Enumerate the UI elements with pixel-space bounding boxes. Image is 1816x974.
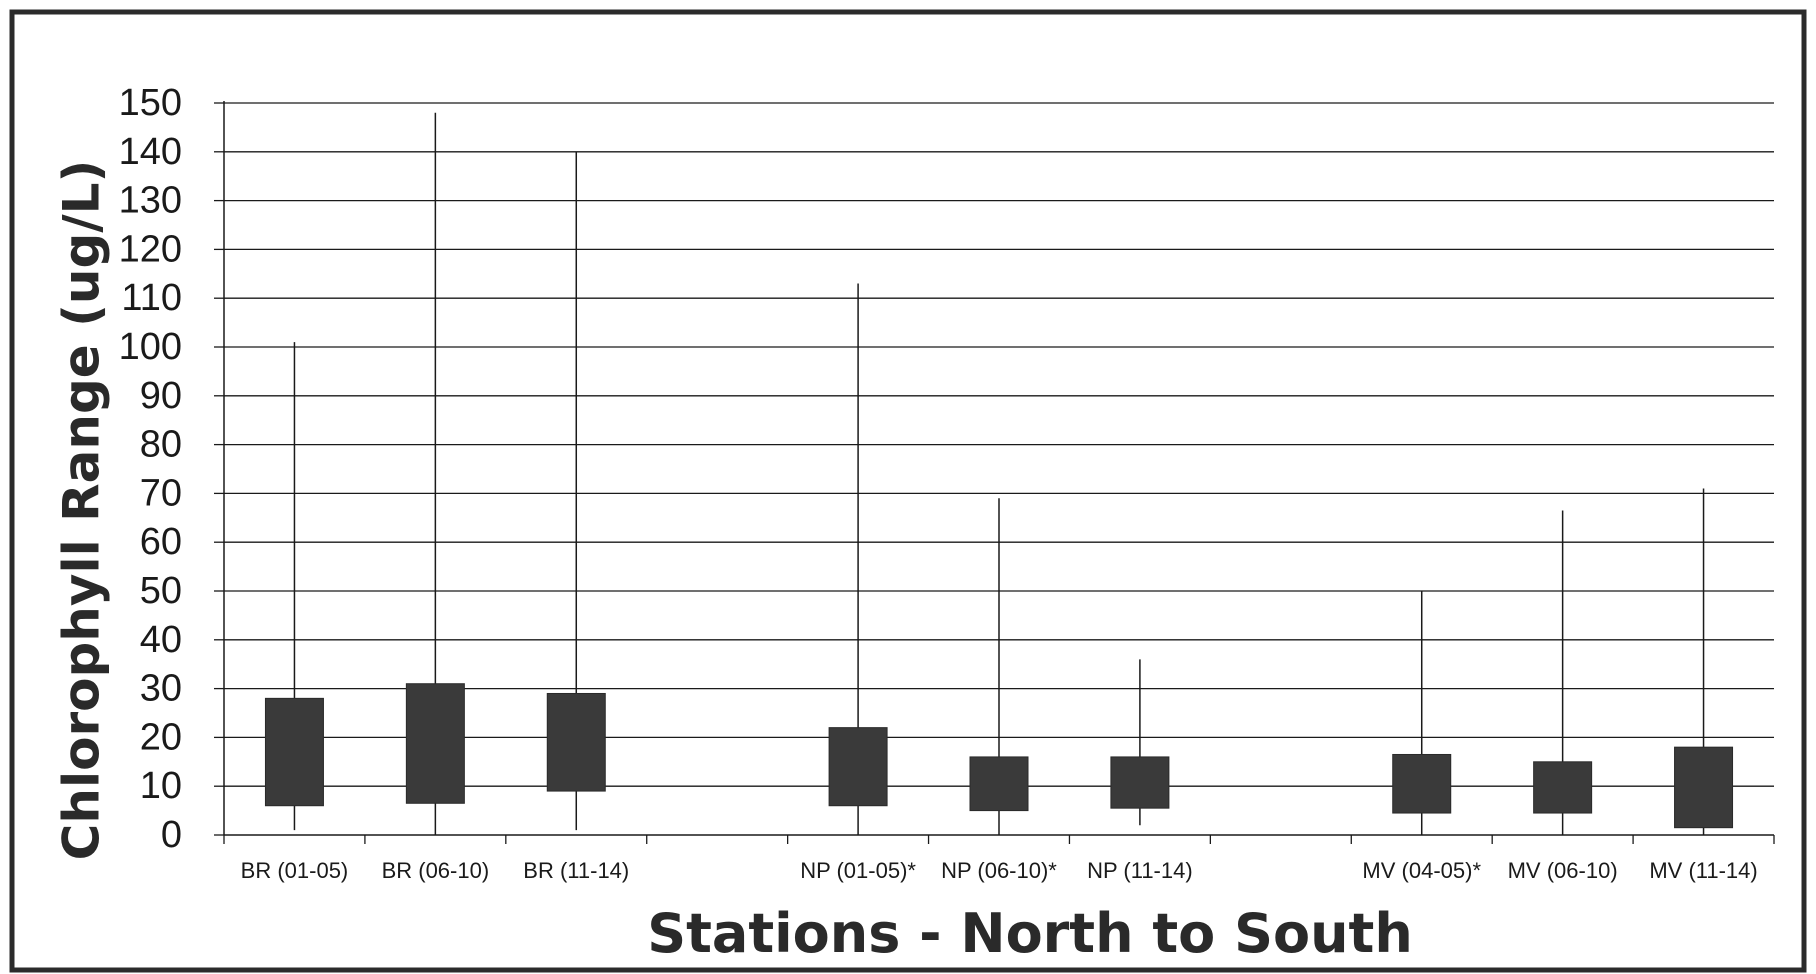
y-tick-label-120: 120 bbox=[119, 228, 182, 270]
chart-frame bbox=[9, 9, 1807, 973]
y-tick-label-0: 0 bbox=[161, 814, 182, 856]
x-axis-title: Stations - North to South bbox=[647, 902, 1413, 965]
y-tick-label-100: 100 bbox=[119, 326, 182, 368]
x-tick-label-0: BR (01-05) bbox=[241, 858, 349, 883]
y-tick-label-20: 20 bbox=[140, 716, 182, 758]
box-6 bbox=[1392, 753, 1452, 814]
box-1 bbox=[405, 683, 465, 804]
x-tick-label-3: NP (01-05)* bbox=[800, 858, 916, 883]
box-7 bbox=[1533, 761, 1593, 814]
y-tick-label-140: 140 bbox=[119, 131, 182, 173]
y-tick-label-80: 80 bbox=[140, 424, 182, 466]
box-4 bbox=[969, 756, 1029, 812]
y-tick-label-90: 90 bbox=[140, 375, 182, 417]
y-tick-label-50: 50 bbox=[140, 570, 182, 612]
y-tick-label-60: 60 bbox=[140, 521, 182, 563]
box-0 bbox=[264, 697, 324, 807]
y-tick-label-70: 70 bbox=[140, 472, 182, 514]
x-tick-label-4: NP (06-10)* bbox=[941, 858, 1057, 883]
x-tick-label-7: MV (06-10) bbox=[1508, 858, 1618, 883]
x-tick-label-6: MV (04-05)* bbox=[1362, 858, 1481, 883]
x-tick-label-1: BR (06-10) bbox=[382, 858, 490, 883]
y-tick-label-40: 40 bbox=[140, 619, 182, 661]
box-8 bbox=[1674, 746, 1734, 829]
box-3 bbox=[828, 727, 888, 807]
y-tick-label-10: 10 bbox=[140, 765, 182, 807]
y-tick-label-150: 150 bbox=[119, 82, 182, 124]
box-5 bbox=[1110, 756, 1170, 809]
x-tick-label-8: MV (11-14) bbox=[1649, 858, 1757, 883]
y-tick-label-130: 130 bbox=[119, 180, 182, 222]
y-tick-label-30: 30 bbox=[140, 668, 182, 710]
y-tick-label-110: 110 bbox=[121, 277, 182, 319]
x-tick-label-2: BR (11-14) bbox=[523, 858, 629, 883]
x-tick-label-5: NP (11-14) bbox=[1087, 858, 1193, 883]
box-2 bbox=[546, 692, 606, 792]
x-axis-ticks: BR (01-05) BR (06-10) BR (11-14) NP (01-05)… bbox=[223, 835, 1775, 883]
y-axis-ticks: 0 10 20 30 40 50 60 70 80 90 100 110 120 130 140 150 bbox=[119, 82, 224, 856]
y-axis-title: Chlorophyll Range (ug/L) bbox=[53, 160, 111, 861]
plot-area bbox=[264, 112, 1734, 835]
